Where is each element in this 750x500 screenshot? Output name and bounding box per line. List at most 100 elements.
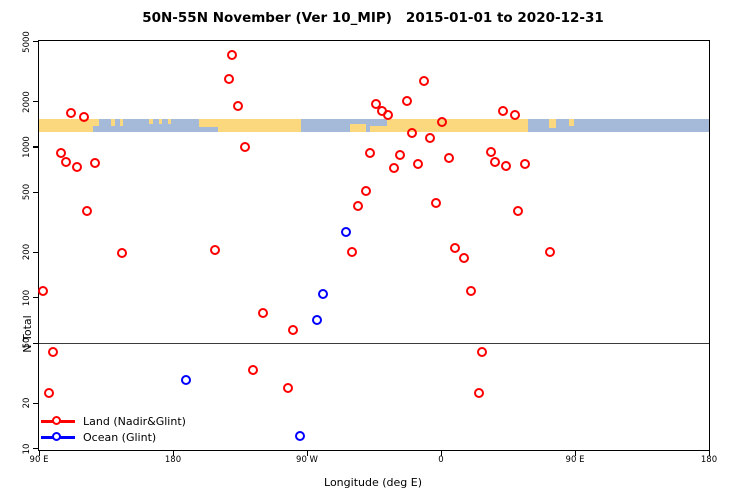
- data-point: [317, 288, 328, 299]
- legend: Land (Nadir&Glint) Ocean (Glint): [41, 413, 186, 445]
- data-point: [360, 186, 371, 197]
- data-point: [459, 253, 470, 264]
- data-point: [210, 244, 221, 255]
- data-point: [545, 246, 556, 257]
- y-tick-mark: [33, 146, 38, 148]
- data-point: [430, 197, 441, 208]
- y-tick-mark: [33, 297, 38, 299]
- data-point: [347, 246, 358, 257]
- y-tick-label: 1000: [22, 136, 32, 158]
- data-point: [287, 325, 298, 336]
- data-point: [71, 161, 82, 172]
- data-point: [258, 308, 269, 319]
- data-point: [89, 158, 100, 169]
- y-tick-mark: [33, 448, 38, 450]
- data-point: [512, 206, 523, 217]
- y-tick-label: 5000: [22, 30, 32, 53]
- y-tick-label: 500: [22, 184, 32, 201]
- data-point: [283, 382, 294, 393]
- y-axis-title: N Total: [21, 315, 34, 353]
- data-point: [436, 116, 447, 127]
- data-point: [43, 388, 54, 399]
- y-tick-mark: [33, 402, 38, 404]
- x-tick-mark: [306, 451, 308, 456]
- data-point: [500, 160, 511, 171]
- map-strip-land-segment: [167, 119, 172, 125]
- data-point: [311, 315, 322, 326]
- data-point: [232, 100, 243, 111]
- data-point: [48, 347, 59, 358]
- data-point: [520, 159, 531, 170]
- data-point: [466, 285, 477, 296]
- data-point: [341, 226, 352, 237]
- x-tick-label: 0: [438, 455, 444, 465]
- data-point: [116, 248, 127, 259]
- data-point: [485, 146, 496, 157]
- x-tick-label: 90 E: [565, 455, 585, 465]
- x-tick-label: 180: [700, 455, 718, 465]
- y-tick-mark: [33, 101, 38, 103]
- map-strip-land-segment: [199, 119, 219, 127]
- chart-title-dates: 2015-01-01 to 2020-12-31: [405, 10, 604, 26]
- data-point: [418, 76, 429, 87]
- y-tick-label: 2000: [22, 90, 32, 113]
- x-tick-label: 180: [164, 455, 182, 465]
- map-strip-land-segment: [548, 119, 556, 129]
- data-point: [509, 110, 520, 121]
- y-axis-title-wrap: N Total: [4, 183, 34, 352]
- data-point: [65, 108, 76, 119]
- legend-entry: Ocean (Glint): [41, 429, 186, 445]
- map-strip-land-segment: [111, 119, 115, 126]
- map-strip-land-segment: [159, 119, 163, 125]
- chart-title-main: 50N-55N November (Ver 10_MIP): [142, 10, 392, 26]
- data-point: [37, 285, 48, 296]
- data-point: [497, 106, 508, 117]
- legend-label: Ocean (Glint): [83, 430, 157, 444]
- map-strip-land-segment: [218, 119, 301, 132]
- data-point: [424, 132, 435, 143]
- chart-title: 50N-55N November (Ver 10_MIP) 2015-01-01 …: [38, 10, 708, 26]
- data-point: [473, 388, 484, 399]
- data-point: [365, 148, 376, 158]
- data-point: [55, 148, 66, 158]
- data-point: [82, 206, 93, 217]
- map-strip-land-segment: [350, 124, 367, 132]
- legend-ring-icon: [52, 431, 61, 441]
- x-tick-label: 90 E: [29, 455, 49, 465]
- data-point: [247, 364, 258, 375]
- map-strip-land-segment: [370, 125, 387, 132]
- data-point: [402, 95, 413, 106]
- x-tick-mark: [708, 451, 710, 456]
- y-tick-mark: [33, 41, 38, 43]
- y-tick-mark: [33, 342, 38, 344]
- data-point: [79, 112, 90, 123]
- map-strip-land-segment: [93, 119, 99, 127]
- data-point: [476, 347, 487, 358]
- data-point: [490, 156, 501, 167]
- legend-symbol: [41, 415, 75, 427]
- data-point: [383, 110, 394, 121]
- y-tick-mark: [33, 251, 38, 253]
- data-point: [389, 162, 400, 173]
- x-tick-mark: [38, 451, 40, 456]
- map-strip-land-segment: [149, 119, 153, 125]
- x-tick-mark: [172, 451, 174, 456]
- x-tick-mark: [440, 451, 442, 456]
- x-axis-title: Longitude (deg E): [324, 476, 422, 489]
- map-strip-land-segment: [39, 119, 94, 132]
- data-point: [450, 243, 461, 254]
- x-tick-label: 90 W: [296, 455, 318, 465]
- data-point: [226, 50, 237, 61]
- map-strip-land-segment: [386, 119, 528, 132]
- data-point: [395, 150, 405, 161]
- data-point: [61, 156, 72, 167]
- data-point: [371, 99, 382, 110]
- data-point: [223, 73, 234, 84]
- legend-label: Land (Nadir&Glint): [83, 414, 186, 428]
- data-point: [444, 152, 455, 163]
- data-point: [412, 159, 423, 170]
- reference-line-50: [39, 343, 709, 345]
- map-strip-land-segment: [568, 119, 575, 126]
